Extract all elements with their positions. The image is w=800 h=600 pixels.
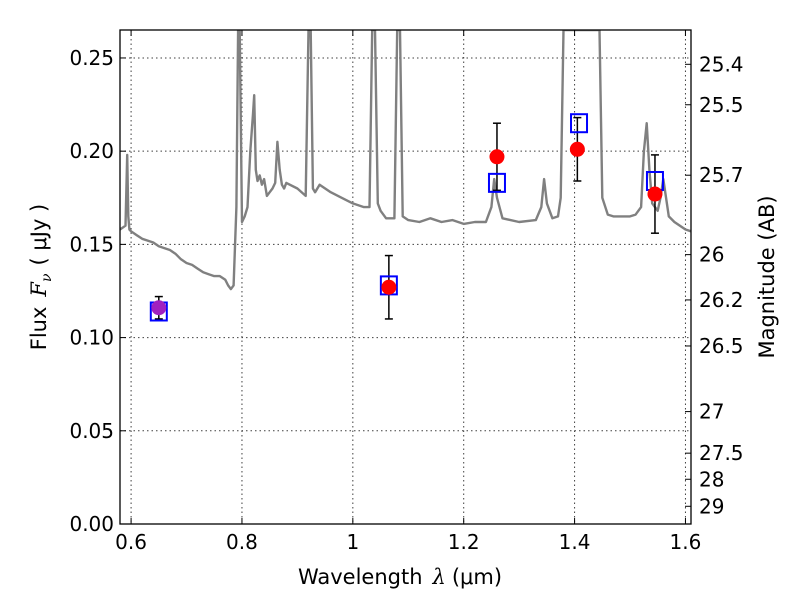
y2-tick-label: 27.5 (699, 441, 744, 465)
observed-photometry-point (569, 141, 585, 157)
plot-frame (119, 29, 692, 525)
y2-tick-label: 25.5 (699, 93, 744, 117)
x-tick-label: 1.4 (559, 530, 591, 554)
y-axis-title: FluxFν( μJy ) (27, 204, 55, 350)
y2-tick-label: 27 (699, 400, 724, 424)
y2-tick-label: 26.2 (699, 288, 744, 312)
observed-photometry-point (489, 149, 505, 165)
observed-photometry-point (151, 300, 167, 316)
model-spectrum-line (120, 30, 691, 291)
spectrum-layer (120, 30, 691, 291)
y-tick-label: 0.00 (69, 512, 114, 536)
model-photometry-square (487, 172, 506, 193)
y2-tick-label: 28 (699, 467, 724, 491)
y-tick-label: 0.25 (69, 46, 114, 70)
x-tick-label: 1.6 (670, 530, 702, 554)
y-tick-label: 0.10 (69, 326, 114, 350)
observed-photometry-point (647, 186, 663, 202)
data-points (149, 113, 664, 322)
y2-tick-label: 26 (699, 243, 724, 267)
axis-ticks: 0.6 0.8 1 1.2 1.4 1.6 0.00 0.05 0.10 0.15 0.20 0.25… (69, 30, 744, 554)
y2-tick-label: 25.7 (699, 163, 744, 187)
y-tick-label: 0.20 (69, 139, 114, 163)
x-tick-label: 1 (346, 530, 359, 554)
x-tick-label: 1.2 (448, 530, 480, 554)
y2-tick-label: 29 (699, 494, 724, 518)
grid (120, 30, 691, 525)
y-tick-label: 0.15 (69, 232, 114, 256)
model-photometry-square (570, 113, 589, 134)
observed-photometry-point (381, 279, 397, 295)
y2-axis-title: Magnitude (AB) (755, 195, 779, 358)
x-tick-label: 0.6 (115, 530, 147, 554)
y-tick-label: 0.05 (69, 419, 114, 443)
x-axis-title: Wavelength λ (μm) (298, 565, 502, 589)
x-tick-label: 0.8 (226, 530, 258, 554)
y2-tick-label: 25.4 (699, 52, 744, 76)
y2-tick-label: 26.5 (699, 334, 744, 358)
